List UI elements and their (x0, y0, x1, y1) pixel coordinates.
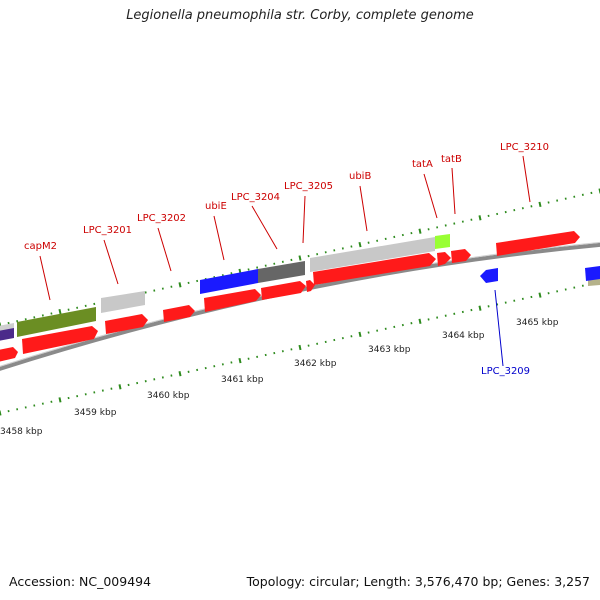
leader-line (213, 215, 225, 261)
gene-block-ubiB (310, 237, 435, 272)
gene-block-capM2 (17, 307, 96, 337)
leader-line (494, 289, 504, 367)
leader-line (39, 255, 51, 301)
cds-arrow-blue (585, 266, 600, 281)
major-tick (298, 255, 302, 261)
tick-label: 3461 kbp (221, 375, 264, 385)
major-tick (178, 371, 182, 377)
gene-label: tatB (441, 154, 462, 165)
cds-arrow (204, 289, 261, 312)
gene-block-light-gray (0, 323, 14, 331)
gene-label: LPC_3209 (481, 366, 530, 377)
gene-label: LPC_3205 (284, 181, 333, 192)
tick-label: 3465 kbp (516, 318, 559, 328)
tick-labels: 3458 kbp 3459 kbp 3460 kbp 3461 kbp 3462 kbp… (0, 318, 559, 437)
gene-label: tatA (412, 159, 433, 170)
leader-line (302, 195, 306, 244)
leader-line (251, 205, 278, 250)
genome-summary: Topology: circular; Length: 3,576,470 bp… (246, 574, 590, 589)
upper-tick-track (0, 188, 600, 328)
major-tick (418, 228, 422, 234)
major-tick (478, 215, 482, 221)
major-tick (178, 282, 182, 288)
tick-label: 3462 kbp (294, 359, 337, 369)
leader-line (522, 155, 531, 203)
gene-label: LPC_3201 (83, 225, 132, 236)
gene-block-ubiE (200, 269, 258, 294)
gene-block-LPC_3204 (258, 261, 305, 283)
cds-arrow (261, 281, 306, 300)
major-tick (538, 292, 542, 298)
gene-label: LPC_3204 (231, 192, 280, 203)
gene-block-LPC_3201 (101, 291, 145, 313)
gene-labels: capM2 LPC_3201 LPC_3202 ubiE LPC_3204 LPC_320… (24, 142, 549, 377)
cds-arrow (496, 231, 580, 256)
cds-arrows (0, 231, 580, 362)
major-tick (418, 318, 422, 324)
gene-label: ubiB (349, 171, 371, 182)
gene-label: LPC_3202 (137, 213, 186, 224)
cds-arrow (22, 326, 98, 354)
cds-arrow (163, 305, 195, 322)
tick-label: 3459 kbp (74, 408, 117, 418)
gene-label: LPC_3210 (500, 142, 549, 153)
cds-arrow (313, 253, 436, 285)
major-tick (58, 308, 62, 315)
leader-line (103, 239, 119, 285)
cds-arrow (437, 252, 451, 266)
reverse-cds-arrows (480, 266, 600, 283)
map-title: Legionella pneumophila str. Corby, compl… (126, 8, 474, 23)
tick-label: 3460 kbp (147, 391, 190, 401)
major-tick (238, 357, 242, 364)
leader-line (157, 227, 172, 272)
leader-line (423, 173, 438, 219)
major-tick (538, 201, 542, 208)
major-tick (0, 410, 2, 416)
major-tick (58, 397, 62, 403)
cds-arrow-LPC_3209 (480, 268, 498, 283)
accession-label: Accession: NC_009494 (9, 574, 152, 589)
major-tick (298, 344, 302, 351)
genome-backbone (0, 241, 600, 371)
cds-arrow (451, 249, 471, 263)
leader-line (451, 167, 456, 215)
leader-line (359, 185, 368, 232)
gene-label: ubiE (205, 201, 227, 212)
cds-arrow (0, 347, 18, 362)
major-tick (358, 331, 362, 338)
major-tick (478, 305, 482, 311)
gene-label: capM2 (24, 241, 57, 252)
cds-arrow (306, 280, 315, 292)
tick-label: 3463 kbp (368, 345, 411, 355)
lower-tick-track (0, 279, 600, 416)
gene-block-tatA (435, 234, 450, 249)
major-tick (358, 241, 362, 248)
major-tick (118, 384, 122, 390)
cds-arrow (105, 314, 148, 334)
tick-label: 3458 kbp (0, 427, 43, 437)
tick-label: 3464 kbp (442, 331, 485, 341)
feature-track-upper (0, 234, 600, 341)
gene-label-leaders (39, 155, 531, 367)
